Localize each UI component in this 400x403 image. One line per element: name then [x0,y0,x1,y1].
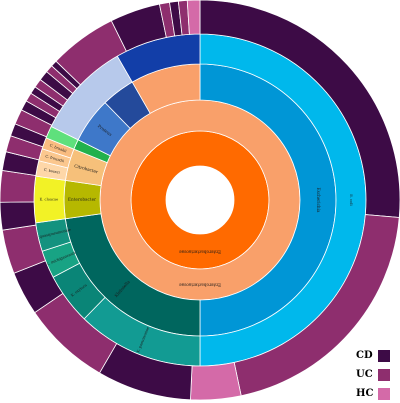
ring-3-label-5: E. cloacae [40,198,59,202]
ring-4-segment-8 [0,169,37,203]
ring-4-segment-2 [190,361,242,400]
ring-2-label-0: Escherichia [316,188,321,213]
ring-4-segment-25 [186,0,201,35]
center-hole [166,166,234,234]
legend-item-uc: UC [356,365,400,384]
legend-swatch-cd [378,349,390,362]
ring-3-label-7: C. freundii [45,154,65,163]
legend-item-hc: HC [356,384,400,403]
ring-3-label-8: C. braakii [49,143,68,153]
legend-label-cd: CD [356,350,373,361]
ring-2-label-3: Citrobacter [74,163,99,174]
ring-0-label-0: Enterobacteriaceae [179,250,221,255]
legend-swatch-uc [378,368,390,381]
ring-2-label-2: Enterobacter [68,197,96,202]
ring-1-label-0: Enterobacteriaceae [179,283,221,288]
legend: CD UC HC [356,346,400,403]
ring-4-segment-7 [0,201,37,231]
ring-3-label-6: C. koseri [43,168,60,175]
legend-label-hc: HC [356,388,374,399]
ring-3-label-0: E. coli [349,194,353,206]
legend-swatch-hc [378,387,390,400]
legend-label-uc: UC [356,369,373,380]
legend-item-cd: CD [356,346,400,365]
